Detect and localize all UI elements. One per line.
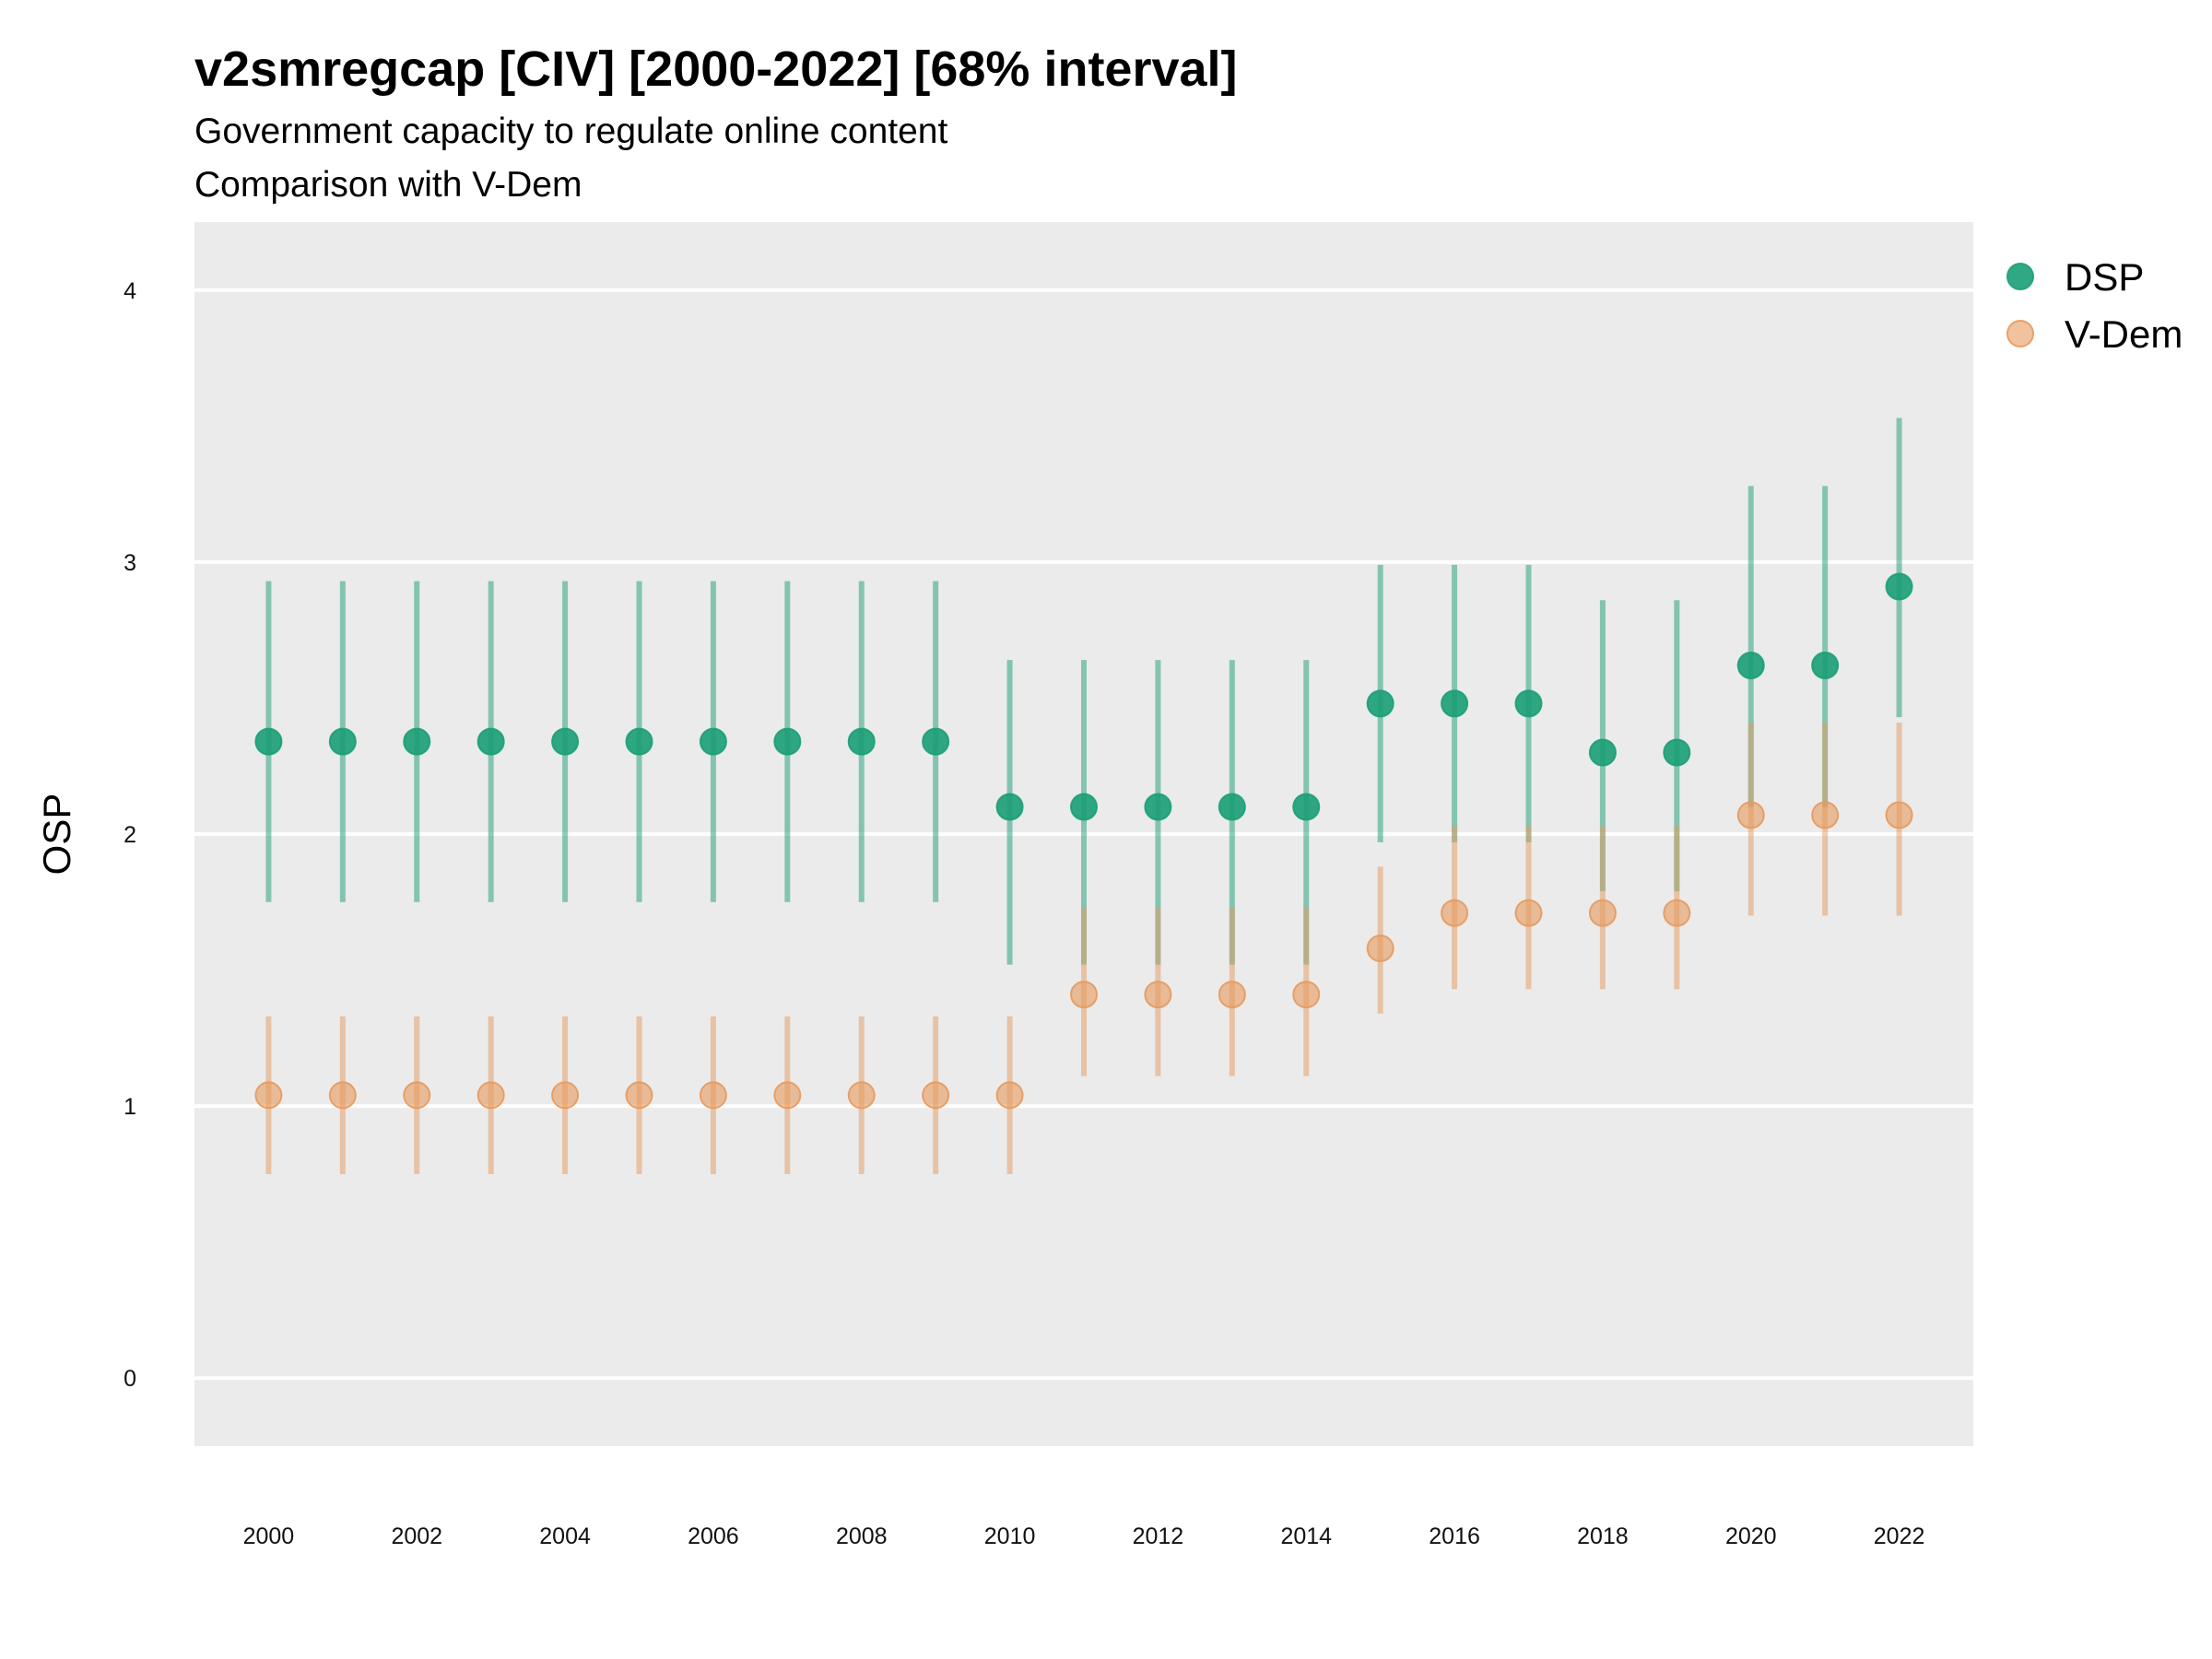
- y-tick-label-4: 4: [124, 278, 136, 304]
- data-point-v-dem-2006: [699, 1081, 727, 1110]
- x-tick-label-2008: 2008: [836, 1524, 888, 1549]
- data-point-dsp-2017: [1514, 689, 1543, 718]
- y-tick-label-3: 3: [124, 550, 136, 576]
- y-tick-label-1: 1: [124, 1094, 136, 1120]
- data-point-v-dem-2007: [773, 1081, 802, 1110]
- data-point-v-dem-2021: [1811, 801, 1840, 830]
- data-point-dsp-2021: [1811, 652, 1840, 680]
- y-axis-title: OSP: [35, 794, 78, 876]
- legend-label-dsp: DSP: [2065, 255, 2144, 299]
- data-point-dsp-2022: [1885, 572, 1913, 601]
- data-point-dsp-2000: [254, 727, 283, 756]
- data-point-v-dem-2009: [922, 1081, 950, 1110]
- data-point-dsp-2012: [1144, 793, 1172, 821]
- x-tick-label-2014: 2014: [1280, 1524, 1332, 1549]
- data-point-v-dem-2001: [328, 1081, 357, 1110]
- data-point-dsp-2013: [1218, 793, 1246, 821]
- x-axis-ticks: 2000 2002 2004 2006 2008 2010 2012 2014 2016 2018…: [243, 1524, 1925, 1549]
- y-tick-label-0: 0: [124, 1366, 136, 1392]
- data-point-dsp-2020: [1736, 652, 1765, 680]
- data-point-v-dem-2003: [477, 1081, 505, 1110]
- data-point-dsp-2014: [1292, 793, 1321, 821]
- data-point-dsp-2011: [1070, 793, 1098, 821]
- data-point-v-dem-2011: [1070, 981, 1098, 1009]
- chart-subtitle-line-1: Government capacity to regulate online c…: [194, 112, 947, 151]
- data-point-v-dem-2008: [847, 1081, 876, 1110]
- data-point-dsp-2004: [551, 727, 580, 756]
- data-point-dsp-2018: [1588, 738, 1617, 767]
- data-point-v-dem-2014: [1292, 981, 1321, 1009]
- data-point-v-dem-2002: [403, 1081, 431, 1110]
- data-point-v-dem-2020: [1736, 801, 1765, 830]
- data-point-v-dem-2004: [551, 1081, 580, 1110]
- legend-label-v-dem: V-Dem: [2065, 312, 2183, 356]
- data-point-dsp-2008: [847, 727, 876, 756]
- data-point-dsp-2005: [625, 727, 653, 756]
- data-point-dsp-2006: [699, 727, 727, 756]
- data-point-dsp-2009: [922, 727, 950, 756]
- x-tick-label-2016: 2016: [1429, 1524, 1480, 1549]
- x-tick-label-2006: 2006: [688, 1524, 739, 1549]
- x-tick-label-2012: 2012: [1133, 1524, 1184, 1549]
- x-tick-label-2002: 2002: [391, 1524, 442, 1549]
- data-point-v-dem-2005: [625, 1081, 653, 1110]
- x-tick-label-2010: 2010: [984, 1524, 1036, 1549]
- data-point-v-dem-2022: [1885, 801, 1913, 830]
- data-point-dsp-2007: [773, 727, 802, 756]
- data-point-v-dem-2019: [1663, 899, 1691, 927]
- x-tick-label-2020: 2020: [1725, 1524, 1777, 1549]
- y-axis-ticks: 0 1 2 3 4: [124, 278, 136, 1392]
- data-point-v-dem-2015: [1366, 934, 1394, 962]
- legend: DSP V-Dem: [2006, 255, 2183, 356]
- data-point-v-dem-2010: [995, 1081, 1024, 1110]
- legend-key-dsp: [2006, 263, 2034, 290]
- data-point-dsp-2016: [1441, 689, 1469, 718]
- data-point-dsp-2002: [403, 727, 431, 756]
- data-point-v-dem-2016: [1441, 899, 1469, 927]
- data-point-dsp-2015: [1366, 689, 1394, 718]
- data-point-v-dem-2018: [1588, 899, 1617, 927]
- x-tick-label-2022: 2022: [1874, 1524, 1925, 1549]
- y-tick-label-2: 2: [124, 822, 136, 848]
- data-point-v-dem-2000: [254, 1081, 283, 1110]
- data-point-dsp-2010: [995, 793, 1024, 821]
- x-tick-label-2004: 2004: [539, 1524, 591, 1549]
- data-points: [254, 572, 1913, 1110]
- data-point-v-dem-2012: [1144, 981, 1172, 1009]
- legend-key-v-dem: [2006, 320, 2034, 347]
- data-point-v-dem-2013: [1218, 981, 1246, 1009]
- chart-title: v2smregcap [CIV] [2000-2022] [68% interv…: [194, 41, 1238, 97]
- x-tick-label-2000: 2000: [243, 1524, 295, 1549]
- data-point-dsp-2001: [328, 727, 357, 756]
- data-point-dsp-2019: [1663, 738, 1691, 767]
- data-point-dsp-2003: [477, 727, 505, 756]
- x-tick-label-2018: 2018: [1577, 1524, 1629, 1549]
- chart-subtitle-line-2: Comparison with V-Dem: [194, 165, 582, 205]
- data-point-v-dem-2017: [1514, 899, 1543, 927]
